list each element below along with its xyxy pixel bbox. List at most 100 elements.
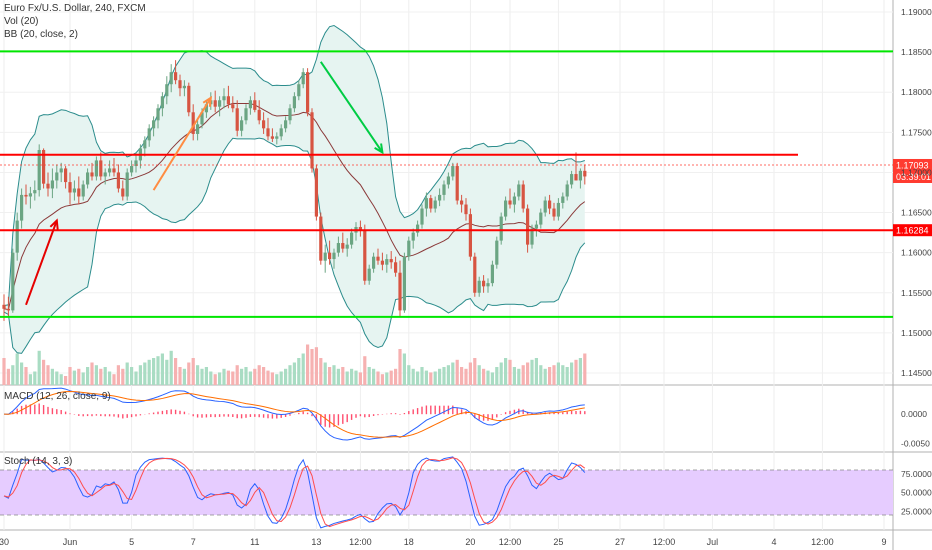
volume-bar (543, 368, 547, 385)
time-tick-label: 27 (615, 537, 625, 547)
volume-bar (112, 374, 116, 385)
candle-body (521, 184, 525, 209)
macd-legend: MACD (12, 26, close, 9) (4, 391, 111, 402)
volume-bar (187, 362, 191, 385)
time-tick-label: 12:00 (499, 537, 522, 547)
stoch-tick-label: 25.0000 (901, 506, 932, 516)
volume-bar (284, 368, 288, 385)
candle-body (152, 120, 156, 129)
candle-body (42, 149, 46, 184)
candle-body (178, 80, 182, 89)
volume-bar (169, 350, 173, 385)
macd-tick-label: -0.0050 (901, 438, 930, 448)
volume-bar (174, 358, 178, 385)
candle-body (222, 96, 226, 101)
volume-bar (231, 371, 235, 385)
candle-body (332, 252, 336, 260)
volume-bar (336, 368, 340, 385)
time-tick-label: 30 (0, 537, 9, 547)
candle-body (77, 188, 81, 197)
volume-bar (504, 358, 508, 385)
bb-label: BB (20, close, 2) (4, 29, 78, 40)
candle-body (482, 280, 486, 287)
volume-bar (407, 365, 411, 385)
volume-bar (270, 372, 274, 385)
candle-body (508, 200, 512, 205)
candle-body (288, 108, 292, 121)
candle-body (372, 256, 376, 269)
volume-bar (42, 359, 46, 385)
volume-bar (380, 374, 384, 385)
candle-body (116, 172, 120, 189)
current-price-text: 1.17093 (896, 160, 929, 170)
volume-bar (548, 367, 552, 385)
volume-bar (196, 365, 200, 385)
candle-body (530, 228, 534, 245)
candle-body (284, 120, 288, 129)
candle-body (473, 256, 477, 293)
current-price-tag (893, 158, 932, 183)
volume-bar (130, 367, 134, 385)
volume-bar (402, 353, 406, 385)
candle-body (235, 108, 239, 131)
volume-bar (262, 367, 266, 385)
price-tick-label: 1.16000 (901, 248, 932, 258)
candle-body (174, 72, 178, 81)
volume-bar (354, 370, 358, 385)
volume-bar (160, 353, 164, 385)
candle-body (455, 166, 459, 201)
volume-bar (411, 368, 415, 385)
candle-body (218, 100, 222, 107)
price-tick-label: 1.18500 (901, 47, 932, 57)
candle-body (583, 170, 587, 177)
candle-body (125, 172, 129, 197)
time-tick-label: 12:00 (653, 537, 676, 547)
candle-body (182, 85, 186, 89)
volume-bar (499, 362, 503, 385)
candle-body (11, 252, 15, 311)
volume-bar (235, 365, 239, 385)
candle-body (539, 212, 543, 225)
volume-bar (209, 371, 213, 385)
candle-body (292, 96, 296, 109)
volume-bar (486, 370, 490, 385)
volume-bar (442, 367, 446, 385)
volume-bar (372, 368, 376, 385)
candle-body (363, 230, 367, 281)
volume-bar (103, 367, 107, 385)
volume-bar (363, 356, 367, 385)
stoch-band-fill (0, 470, 893, 515)
candle-body (490, 264, 494, 284)
volume-bar (332, 365, 336, 385)
volume-bar (389, 370, 393, 385)
trend-arrow-orange (152, 97, 212, 191)
candle-body (28, 193, 32, 197)
candle-body (55, 172, 59, 181)
candle-body (310, 112, 314, 169)
candle-body (552, 208, 556, 217)
candle-body (143, 140, 147, 149)
volume-bar (314, 347, 318, 385)
volume-bar (59, 374, 63, 385)
volume-bar (561, 365, 565, 385)
candle-body (394, 262, 398, 273)
volume-bar (244, 367, 248, 385)
countdown-text: 03:39:01 (896, 172, 931, 182)
volume-bar (116, 365, 120, 385)
candle-body (512, 196, 516, 205)
volume-bar (508, 359, 512, 385)
volume-bar (323, 362, 327, 385)
candle-body (297, 84, 301, 97)
volume-bar (55, 371, 59, 385)
candle-body (68, 182, 72, 193)
time-tick-label: 12:00 (811, 537, 834, 547)
candle-body (578, 170, 582, 181)
candle-body (424, 198, 428, 209)
candle-body (262, 120, 266, 129)
candle-body (411, 232, 415, 241)
price-tick-label: 1.15500 (901, 288, 932, 298)
volume-bar (222, 368, 226, 385)
volume-bar (341, 367, 345, 385)
volume-bar (367, 367, 371, 385)
volume-bar (86, 367, 90, 385)
